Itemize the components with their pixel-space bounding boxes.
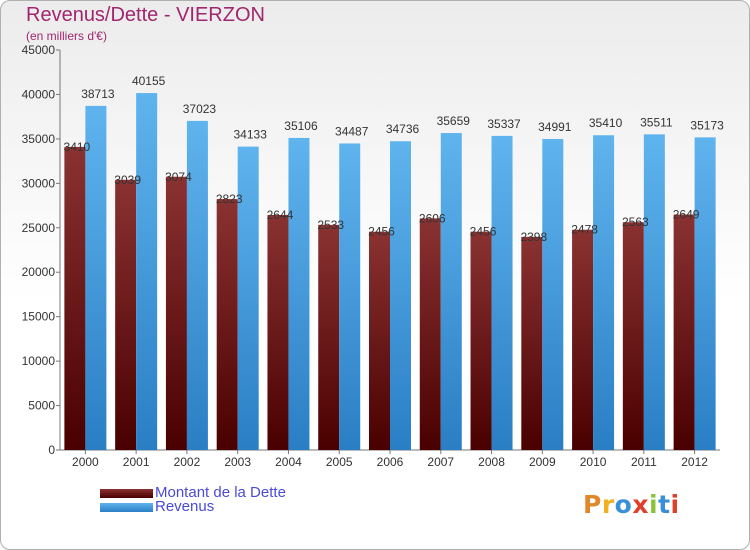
bar-dette [622,222,644,450]
y-tick-label: 30000 [22,176,56,190]
chart-subtitle: (en milliers d'€) [26,29,107,43]
x-tick-label: 2009 [529,455,556,469]
data-label-revenus: 37023 [183,102,217,116]
bar-dette [521,236,543,450]
chart-labels: 2000 3410 38713 2001 3039 40155 2002 3074 37023 2… [64,74,725,469]
data-label-revenus: 38713 [81,87,115,101]
data-label-dette: 2644 [267,208,294,222]
y-tick-label: 35000 [22,132,56,146]
data-label-dette: 2649 [673,208,700,222]
y-tick-label: 10000 [22,354,56,368]
bar-revenus [237,146,259,450]
bar-revenus [593,135,615,450]
bar-revenus [186,120,208,450]
bar-revenus [339,143,361,450]
data-label-revenus: 35511 [640,115,673,129]
bar-revenus [694,137,716,450]
y-tick-label: 5000 [28,399,55,413]
data-label-dette: 2823 [216,192,243,206]
bar-dette [267,214,289,450]
data-label-revenus: 35659 [437,114,471,128]
legend-swatch-revenus [100,503,153,512]
logo-letter: x [632,490,649,519]
bar-dette [165,176,187,450]
x-tick-label: 2008 [478,455,505,469]
bar-revenus [643,134,665,450]
x-tick-label: 2000 [72,455,99,469]
bar-dette [572,229,594,450]
bar-revenus [542,138,564,451]
chart-title: Revenus/Dette - VIERZON [26,4,265,26]
bar-dette [64,146,86,450]
data-label-dette: 2456 [470,225,497,239]
data-label-revenus: 34487 [335,124,369,138]
chart-axes: 0 5000 10000 15000 20000 25000 30000 35000 40000… [22,43,720,457]
y-tick-label: 0 [48,443,55,457]
data-label-dette: 2456 [368,225,395,239]
data-label-dette: 2606 [419,211,446,225]
data-label-dette: 2533 [317,218,344,232]
legend-swatch-dette [100,489,153,498]
bar-revenus [491,135,513,451]
bar-revenus [390,141,411,451]
bar-revenus [288,137,310,451]
data-label-revenus: 34736 [386,122,420,136]
bar-dette [115,179,137,450]
data-label-dette: 3410 [64,140,91,154]
bar-dette [470,231,492,450]
legend-label-dette: Montant de la Dette [155,484,286,501]
logo-letter: o [614,490,633,519]
data-label-dette: 2478 [571,223,598,237]
logo-letter: t [658,490,671,519]
data-label-revenus: 35410 [589,116,623,130]
x-tick-label: 2002 [174,455,201,469]
y-tick-label: 20000 [22,265,56,279]
x-tick-label: 2001 [123,455,150,469]
logo-letter: i [649,490,659,519]
data-label-revenus: 34991 [538,120,572,134]
x-tick-label: 2003 [224,455,251,469]
data-label-revenus: 35106 [284,119,318,133]
bar-dette [673,214,695,450]
logo-letter: i [670,490,680,519]
y-tick-label: 40000 [22,87,56,101]
y-tick-label: 45000 [22,43,56,57]
data-label-dette: 3039 [114,173,141,187]
x-tick-label: 2010 [580,455,607,469]
x-tick-label: 2012 [681,455,708,469]
y-tick-label: 15000 [22,310,56,324]
data-label-dette: 2398 [520,230,547,244]
logo-letter: r [601,490,615,519]
x-tick-label: 2006 [377,455,404,469]
logo-letter: P [583,490,602,519]
x-tick-label: 2007 [427,455,454,469]
bar-dette [318,224,340,450]
data-label-dette: 2563 [622,215,649,229]
chart-bars [64,93,716,451]
legend-label-revenus: Revenus [155,498,215,515]
x-tick-label: 2004 [275,455,302,469]
proxiti-logo: Proxiti [583,490,680,519]
x-tick-label: 2011 [631,455,657,469]
bar-revenus [440,133,462,450]
x-tick-label: 2005 [326,455,353,469]
bar-dette [216,199,238,450]
data-label-revenus: 35173 [690,118,724,132]
bar-dette [419,218,441,450]
data-label-revenus: 35337 [487,117,521,131]
bar-revenus [136,93,158,451]
bar-dette [369,231,390,450]
bar-revenus [85,105,107,450]
data-label-revenus: 34133 [234,128,268,142]
y-tick-label: 25000 [22,221,56,235]
data-label-revenus: 40155 [132,74,166,88]
data-label-dette: 3074 [165,170,192,184]
